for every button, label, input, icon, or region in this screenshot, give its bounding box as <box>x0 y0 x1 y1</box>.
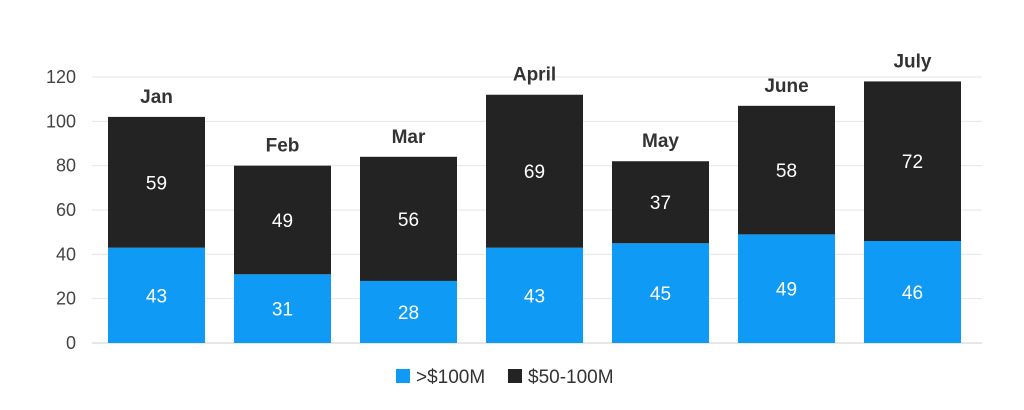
legend-label: >$100M <box>416 367 485 388</box>
y-tick-label: 0 <box>66 333 76 353</box>
bar-segment-over-100m <box>234 274 331 343</box>
data-label: 69 <box>524 162 545 183</box>
category-label: June <box>764 76 808 97</box>
data-label: 43 <box>146 286 167 307</box>
y-tick-label: 60 <box>56 200 76 220</box>
data-label: 72 <box>902 152 923 173</box>
data-label: 43 <box>524 286 545 307</box>
y-tick-label: 80 <box>56 156 76 176</box>
bar-segment-50-100m <box>360 156 457 281</box>
data-label: 31 <box>272 300 293 321</box>
legend-swatch <box>396 369 410 383</box>
data-label: 58 <box>776 161 797 182</box>
bar-segment-50-100m <box>234 165 331 275</box>
bar-segment-over-100m <box>108 247 205 343</box>
legend-swatch <box>508 369 522 383</box>
legend-label: $50-100M <box>528 367 614 388</box>
y-tick-label: 20 <box>56 289 76 309</box>
bar-segment-50-100m <box>864 81 961 242</box>
y-tick-label: 100 <box>46 111 76 131</box>
category-label: July <box>893 51 931 72</box>
legend: >$100M $50-100M <box>396 367 614 388</box>
bar-segment-50-100m <box>612 161 709 244</box>
bar-segment-50-100m <box>108 116 205 248</box>
category-label: May <box>642 131 679 152</box>
bar-segment-over-100m <box>486 247 583 343</box>
category-label: Mar <box>392 127 426 148</box>
bar-segment-50-100m <box>738 105 835 235</box>
category-label: Jan <box>140 87 173 108</box>
y-tick-label: 40 <box>56 244 76 264</box>
data-label: 49 <box>776 280 797 301</box>
y-axis: 0 20 40 60 80 100 120 <box>46 67 76 353</box>
data-label: 37 <box>650 193 671 214</box>
category-label: Feb <box>266 136 300 157</box>
data-label: 45 <box>650 284 671 305</box>
bar-segment-over-100m <box>360 280 457 343</box>
category-label: April <box>513 65 556 86</box>
data-label: 46 <box>902 283 923 304</box>
y-tick-label: 120 <box>46 67 76 87</box>
bars <box>108 81 961 343</box>
bar-segment-50-100m <box>486 94 583 248</box>
bar-segment-over-100m <box>864 241 961 343</box>
bar-segment-over-100m <box>612 243 709 343</box>
bar-segment-over-100m <box>738 234 835 343</box>
data-label: 59 <box>146 173 167 194</box>
data-label: 49 <box>272 211 293 232</box>
data-label: 28 <box>398 303 419 324</box>
data-label: 56 <box>398 210 419 231</box>
bar-labels: 43 59 Jan 31 49 Feb 28 56 Mar 43 69 April 45 37 May 49 5… <box>140 51 932 324</box>
